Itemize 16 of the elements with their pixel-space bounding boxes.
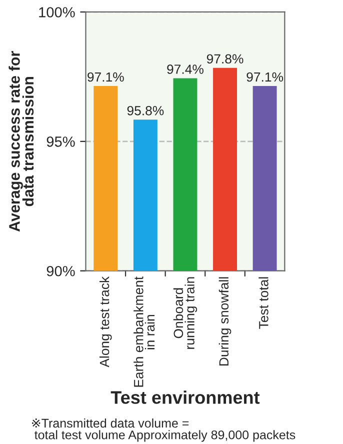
x-tick-label: Along test track [99,276,112,368]
data-label: 97.1% [88,72,124,82]
x-axis-title: Test environment [110,390,260,404]
x-tick-label: Test total [258,277,268,329]
text: ※Transmitted data volume = total test volume Approximately 89,000 packets [32,418,296,442]
data-label: 97.4% [167,64,204,74]
data-label: 97.1% [246,72,284,82]
x-tick-label: During snowfall [218,277,232,366]
y-axis-title: Average success rate for data transmission [8,51,34,232]
x-tick-label: Onboard running train [173,277,198,349]
y-tick-label: 90% [46,266,75,276]
y-tick-label: 100% [39,7,75,18]
y-tick-label: 95% [46,136,75,147]
x-tick-label: Earth embankment in rain [134,276,155,387]
data-label: 95.8% [127,106,164,116]
data-label: 97.8% [206,54,244,64]
